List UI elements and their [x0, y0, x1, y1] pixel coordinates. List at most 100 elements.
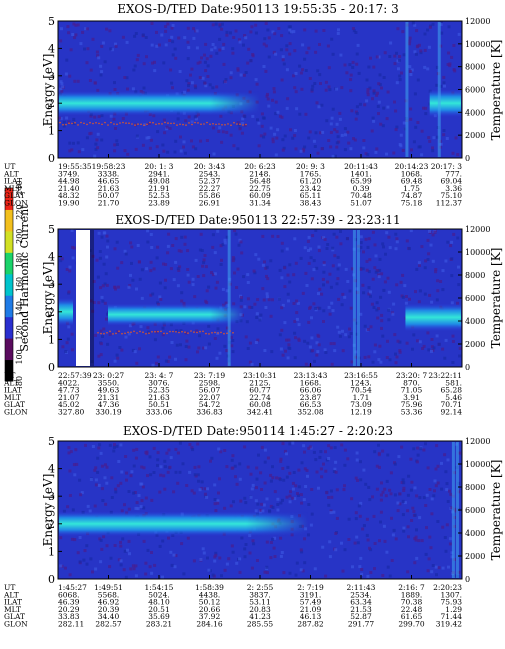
noise-cell [398, 492, 402, 496]
noise-cell [161, 333, 165, 337]
noise-cell [295, 107, 299, 111]
noise-cell [350, 497, 354, 501]
temperature-point [208, 333, 210, 335]
table-cell: 4438. [199, 590, 220, 599]
noise-cell [178, 70, 182, 73]
noise-cell [299, 256, 303, 260]
noise-cell [255, 312, 259, 316]
noise-cell [203, 492, 207, 496]
noise-cell [312, 268, 316, 272]
noise-cell [187, 345, 191, 349]
noise-cell [176, 267, 180, 271]
noise-cell [389, 41, 393, 45]
y-tick-label: 1 [48, 125, 55, 138]
noise-cell [413, 513, 417, 517]
noise-cell [442, 129, 446, 132]
table-cell: 21.31 [98, 393, 119, 402]
noise-cell [322, 320, 325, 323]
table-cell: 53.11 [249, 598, 270, 607]
noise-cell [296, 492, 299, 496]
noise-cell [373, 266, 377, 270]
noise-cell [293, 129, 297, 132]
noise-cell [317, 249, 321, 253]
table-cell: 50.51 [148, 400, 169, 409]
noise-cell [179, 343, 182, 347]
table-row-label: GLON [4, 199, 28, 208]
noise-cell [263, 37, 267, 41]
table-cell: 1:45:27 [58, 583, 87, 592]
noise-cell [127, 490, 131, 493]
noise-cell [303, 28, 307, 32]
noise-cell [361, 527, 365, 531]
data-gap [76, 230, 90, 366]
noise-cell [280, 241, 284, 245]
noise-cell [394, 247, 398, 251]
table-row-label: UT [4, 371, 15, 380]
noise-cell [309, 256, 313, 260]
noise-cell [297, 338, 301, 342]
noise-cell [366, 328, 370, 331]
noise-cell [231, 259, 235, 263]
noise-cell [339, 53, 343, 57]
noise-cell [186, 268, 190, 271]
noise-cell [271, 30, 275, 34]
noise-cell [164, 278, 167, 282]
noise-cell [69, 450, 73, 454]
noise-cell [303, 537, 306, 541]
noise-cell [101, 284, 105, 288]
noise-cell [354, 31, 358, 34]
noise-cell [351, 60, 355, 64]
noise-cell [265, 565, 269, 569]
noise-cell [65, 116, 69, 120]
noise-cell [213, 272, 217, 276]
temperature-point [215, 123, 217, 126]
noise-cell [173, 47, 177, 51]
temperature-point [130, 331, 132, 334]
noise-cell [248, 360, 252, 364]
noise-cell [439, 280, 443, 283]
noise-cell [308, 77, 312, 80]
noise-cell [416, 339, 419, 343]
noise-cell [191, 145, 195, 149]
noise-cell [367, 237, 371, 241]
table-cell: 22.74 [249, 393, 271, 402]
temperature-point [83, 122, 85, 125]
temperature-point [194, 121, 196, 124]
noise-cell [250, 25, 254, 29]
table-cell: 60.77 [249, 386, 271, 395]
noise-cell [190, 120, 194, 124]
noise-cell [127, 507, 131, 511]
table-cell: 38.43 [300, 199, 322, 208]
noise-cell [100, 464, 104, 468]
noise-cell [429, 546, 433, 550]
noise-cell [330, 116, 334, 120]
noise-cell [106, 342, 110, 346]
noise-cell [375, 269, 379, 272]
noise-cell [191, 277, 195, 281]
noise-cell [159, 465, 163, 469]
noise-cell [386, 90, 390, 94]
noise-cell [381, 490, 385, 494]
noise-cell [393, 493, 397, 497]
noise-cell [180, 235, 184, 239]
noise-cell [190, 489, 194, 493]
noise-cell [349, 147, 353, 151]
noise-cell [166, 360, 170, 363]
noise-cell [447, 51, 451, 55]
noise-cell [148, 146, 152, 150]
colorbar-swatch [5, 252, 13, 275]
noise-cell [287, 299, 290, 303]
noise-cell [300, 550, 304, 554]
noise-cell [313, 145, 317, 148]
noise-cell [328, 312, 332, 316]
noise-cell [185, 79, 189, 83]
noise-cell [147, 136, 151, 139]
noise-cell [358, 102, 362, 106]
noise-cell [211, 86, 215, 90]
noise-cell [330, 37, 334, 41]
noise-cell [73, 473, 77, 477]
noise-cell [169, 267, 173, 271]
noise-cell [239, 298, 243, 302]
noise-cell [65, 58, 69, 62]
y-tick-label: 5 [48, 223, 55, 236]
